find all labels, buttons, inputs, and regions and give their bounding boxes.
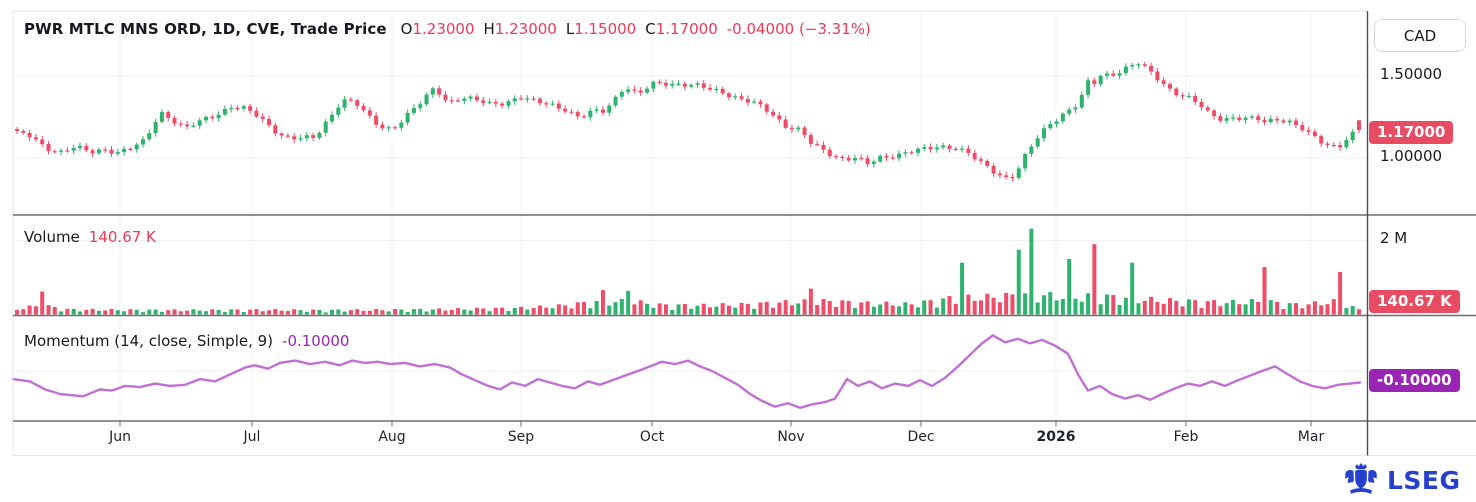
- close-label: C: [645, 20, 656, 38]
- low-label: L: [565, 20, 575, 38]
- momentum-series: [11, 334, 1362, 409]
- last-price-badge: 1.17000: [1369, 121, 1454, 144]
- momentum-badge: -0.10000: [1369, 369, 1460, 392]
- x-axis-label: Aug: [378, 429, 406, 445]
- low-value: 1.15000: [574, 20, 637, 38]
- high-value: 1.23000: [494, 20, 557, 38]
- pane-dividers: [12, 10, 1476, 456]
- price-legend: PWR MTLC MNS ORD, 1D, CVE, Trade Price O…: [24, 20, 871, 38]
- volume-label[interactable]: Volume: [24, 228, 80, 246]
- lseg-logo-text: LSEG: [1387, 465, 1461, 495]
- x-axis-label: Mar: [1297, 429, 1325, 445]
- volume-series: [15, 228, 1361, 315]
- momentum-legend: Momentum (14, close, Simple, 9) -0.10000: [24, 332, 349, 350]
- volume-badge: 140.67 K: [1369, 290, 1460, 313]
- candlestick-series: [15, 61, 1361, 182]
- ohlc-low: L1.15000: [566, 20, 636, 38]
- high-label: H: [483, 20, 495, 38]
- x-axis-label: Oct: [639, 429, 665, 445]
- x-axis-label: Feb: [1173, 429, 1199, 445]
- x-axis-label: Dec: [907, 429, 935, 445]
- x-axis-label: Jun: [109, 429, 131, 445]
- open-label: O: [400, 20, 413, 38]
- volume-legend: Volume 140.67 K: [24, 228, 156, 246]
- gridlines: [13, 11, 1368, 421]
- lseg-logo: LSEG: [1342, 463, 1461, 497]
- price-axis-tick-150: 1.50000: [1380, 65, 1443, 83]
- x-axis-label: Nov: [777, 429, 805, 445]
- open-value: 1.23000: [412, 20, 475, 38]
- time-axis[interactable]: Jun Jul Aug Sep Oct Nov Dec 2026 Feb Mar: [13, 422, 1367, 455]
- symbol-title[interactable]: PWR MTLC MNS ORD, 1D, CVE, Trade Price: [24, 20, 387, 38]
- ohlc-high: H1.23000: [484, 20, 557, 38]
- lseg-crest-icon: [1344, 463, 1378, 494]
- x-axis-label: Sep: [507, 429, 535, 445]
- volume-axis-tick-2m: 2 M: [1380, 229, 1408, 247]
- ohlc-open: O1.23000: [401, 20, 475, 38]
- momentum-value: -0.10000: [282, 332, 350, 350]
- close-value: 1.17000: [655, 20, 718, 38]
- change-value: -0.04000 (−3.31%): [726, 20, 871, 38]
- ohlc-close: C1.17000: [645, 20, 718, 38]
- volume-value: 140.67 K: [88, 228, 156, 246]
- x-axis-label: 2026: [1036, 429, 1076, 445]
- price-axis-tick-100: 1.00000: [1380, 147, 1443, 165]
- momentum-label[interactable]: Momentum (14, close, Simple, 9): [24, 332, 274, 350]
- currency-button[interactable]: CAD: [1374, 19, 1466, 52]
- x-axis-label: Jul: [243, 429, 261, 445]
